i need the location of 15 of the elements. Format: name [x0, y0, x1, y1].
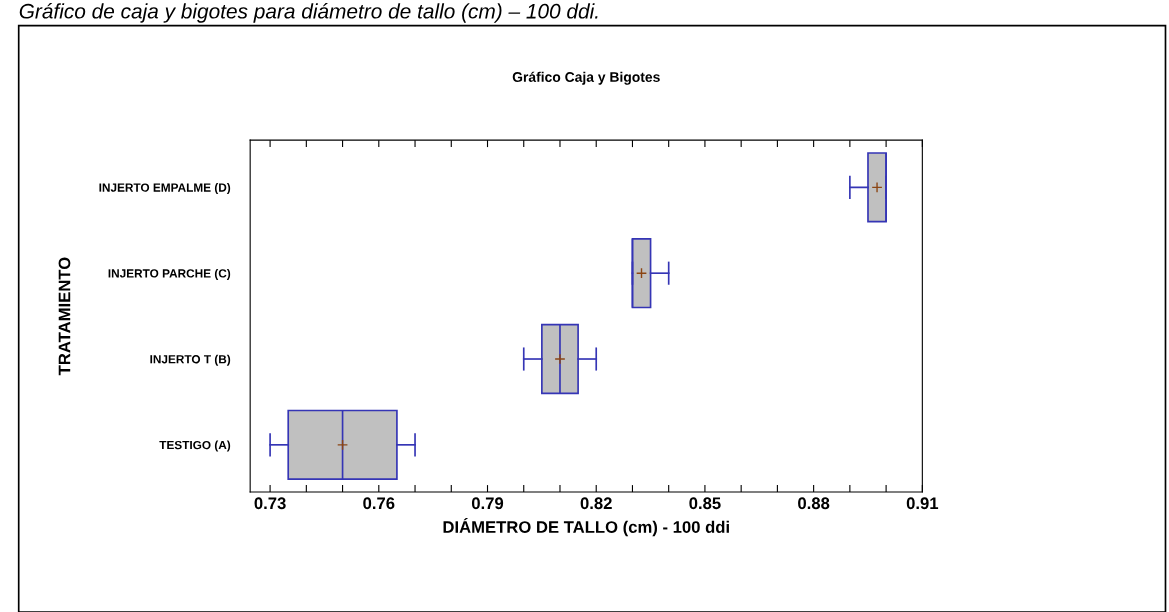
x-tick-label: 0.91: [906, 497, 939, 510]
text: Gráfico de caja y bigotes para diámetro de tallo (cm) – 100 ddi.: [19, 3, 598, 23]
y-tick-label: TESTIGO (A): [159, 440, 231, 452]
chart-title: Gráfico Caja y Bigotes: [512, 71, 660, 85]
x-tick-label: 0.76: [363, 497, 395, 510]
y-tick-label: INJERTO EMPALME (D): [99, 183, 231, 195]
x-tick-label: 0.88: [798, 497, 830, 510]
x-axis-title: DIÁMETRO DE TALLO (cm) - 100 ddi: [443, 518, 729, 537]
x-tick-label: 0.73: [254, 497, 286, 510]
x-tick-label: 0.85: [689, 497, 721, 510]
x-tick-label: 0.82: [580, 497, 612, 510]
x-tick-label: 0.79: [471, 497, 504, 510]
y-tick-label: INJERTO T (B): [150, 354, 231, 366]
y-tick-label: INJERTO PARCHE (C): [108, 268, 231, 280]
y-axis-title: TRATAMIENTO: [58, 257, 71, 376]
